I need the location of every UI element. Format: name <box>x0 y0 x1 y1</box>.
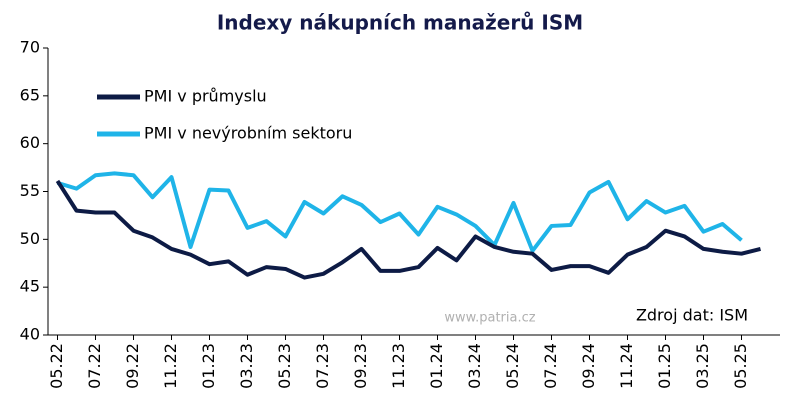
watermark: www.patria.cz <box>444 311 535 326</box>
x-tick-label: 01.23 <box>199 343 218 389</box>
y-tick-label: 70 <box>20 38 40 57</box>
x-tick-label: 01.24 <box>427 343 446 389</box>
x-tick-label: 07.24 <box>541 343 560 389</box>
y-tick-label: 60 <box>20 133 40 152</box>
x-tick-label: 03.24 <box>465 343 484 389</box>
legend-label: PMI v nevýrobním sektoru <box>144 124 352 143</box>
x-tick-label: 05.22 <box>47 343 66 389</box>
x-tick-label: 09.22 <box>123 343 142 389</box>
x-tick-label: 07.23 <box>313 343 332 389</box>
chart-title: Indexy nákupních manažerů ISM <box>217 11 583 35</box>
x-tick-label: 09.24 <box>579 343 598 389</box>
x-tick-label: 07.22 <box>85 343 104 389</box>
x-tick-label: 05.25 <box>731 343 750 389</box>
x-tick-label: 11.22 <box>161 343 180 389</box>
x-tick-label: 03.23 <box>237 343 256 389</box>
series-line <box>55 179 761 280</box>
source-note: Zdroj dat: ISM <box>636 306 748 325</box>
y-tick-label: 40 <box>20 325 40 344</box>
y-tick-label: 55 <box>20 181 40 200</box>
x-tick-label: 05.23 <box>275 343 294 389</box>
x-tick-label: 01.25 <box>655 343 674 389</box>
y-tick-label: 50 <box>20 229 40 248</box>
y-tick-label: 45 <box>20 277 40 296</box>
series-line <box>56 171 743 253</box>
x-tick-label: 09.23 <box>351 343 370 389</box>
x-tick-label: 03.25 <box>693 343 712 389</box>
y-tick-label: 65 <box>20 85 40 104</box>
x-tick-label: 11.24 <box>617 343 636 389</box>
x-tick-label: 11.23 <box>389 343 408 389</box>
x-tick-label: 05.24 <box>503 343 522 389</box>
legend-label: PMI v průmyslu <box>144 87 267 106</box>
